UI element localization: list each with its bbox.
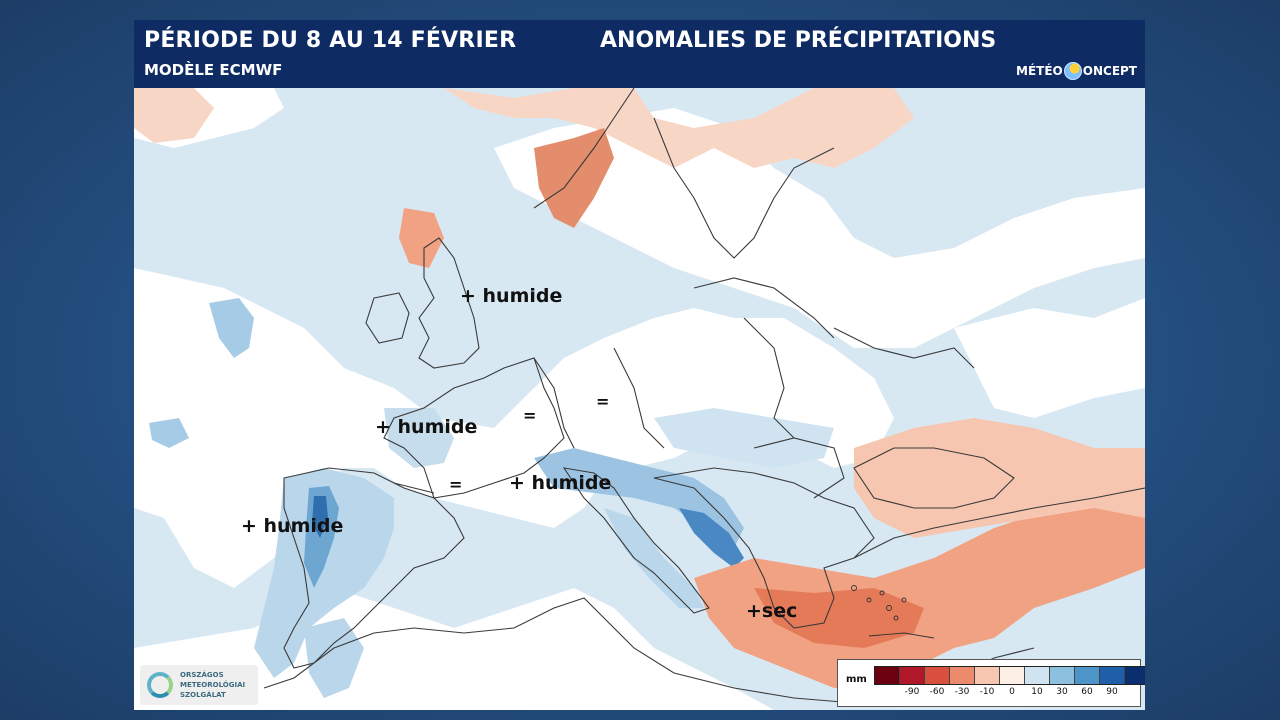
sun-icon	[1063, 62, 1082, 80]
coast-baltic	[693, 277, 835, 339]
map-canvas	[134, 88, 1145, 710]
border-ua-ru	[833, 327, 975, 369]
coast-iberia	[283, 467, 465, 669]
legend-tick-label: 0	[1009, 687, 1015, 697]
coast-balkans	[653, 467, 875, 629]
wet-iberia-strong	[312, 496, 328, 538]
neutral-zone-north	[494, 108, 1145, 348]
annotation-east-med-dry: +sec	[746, 600, 798, 622]
legend-swatch	[900, 667, 925, 684]
model-label: MODÈLE ECMWF	[144, 61, 283, 79]
map-frame: PÉRIODE DU 8 AU 14 FÉVRIER MODÈLE ECMWF …	[134, 20, 1145, 710]
coast-italy	[562, 467, 710, 614]
wet-alps	[534, 448, 744, 548]
legend-swatch	[975, 667, 1000, 684]
coast-ireland	[365, 292, 410, 344]
legend-swatch	[925, 667, 950, 684]
meteo-concept-logo: MÉTÉO ONCEPT	[1016, 61, 1137, 81]
annotation-iberia: + humide	[241, 515, 344, 537]
legend-colorbar	[874, 666, 1145, 685]
main-title: ANOMALIES DE PRÉCIPITATIONS	[600, 28, 997, 53]
wet-iberia-core	[304, 486, 339, 588]
omsz-line3: SZOLGÁLAT	[180, 691, 226, 699]
coast-france	[383, 357, 565, 499]
annotation-alps: + humide	[509, 472, 612, 494]
dry-east-med	[694, 508, 1145, 688]
legend-swatch	[1100, 667, 1125, 684]
dry-norway	[534, 128, 614, 228]
neutral-zone-east	[954, 298, 1145, 418]
wet-adriatic	[679, 508, 744, 568]
logo-text-left: MÉTÉO	[1016, 64, 1063, 78]
omsz-line1: ORSZÁGOS	[180, 671, 224, 679]
header-bar: PÉRIODE DU 8 AU 14 FÉVRIER MODÈLE ECMWF …	[134, 20, 1145, 88]
omsz-credit-logo: ORSZÁGOS METEOROLÓGIAI SZOLGÁLAT	[140, 665, 258, 705]
precipitation-anomaly-map: + humide + humide + humide + humide = = …	[134, 88, 1145, 710]
wet-atlantic-blob1	[209, 298, 254, 358]
dry-east-med-strong	[754, 588, 924, 648]
border-ro	[753, 437, 845, 499]
legend-tick-label: 60	[1081, 687, 1093, 697]
border-pl-ua	[743, 317, 795, 439]
legend-swatch	[1000, 667, 1025, 684]
border-de-pl	[613, 347, 665, 449]
legend-swatch	[1075, 667, 1100, 684]
border-fr-de	[533, 357, 575, 449]
legend-tick-label: 10	[1031, 687, 1043, 697]
dry-nw-top	[134, 88, 214, 143]
legend-tick-label: -60	[929, 687, 945, 697]
legend-unit: mm	[846, 674, 867, 685]
annotation-west-france: + humide	[375, 416, 478, 438]
omsz-swirl-icon	[147, 672, 173, 698]
wet-atlantic-blob2	[149, 418, 189, 448]
coast-turkey	[853, 487, 1145, 559]
wet-italy	[604, 508, 704, 608]
annotation-germany-normal: =	[596, 392, 610, 411]
aegean-islands	[851, 585, 935, 639]
legend-tick-label: 30	[1056, 687, 1068, 697]
omsz-line2: METEOROLÓGIAI	[180, 681, 246, 689]
annotation-uk: + humide	[460, 285, 563, 307]
legend-swatch	[1050, 667, 1075, 684]
legend-swatch	[1125, 667, 1145, 684]
dry-scotland	[399, 208, 444, 268]
annotation-belgium-normal: =	[523, 406, 537, 425]
wet-north-africa	[304, 618, 364, 698]
borders	[263, 88, 1145, 704]
legend-swatch	[875, 667, 900, 684]
border-es-fr	[393, 482, 435, 494]
legend-swatch	[950, 667, 975, 684]
coast-scandinavia	[533, 88, 835, 259]
coast-uk	[418, 237, 480, 369]
legend-tick-label: -10	[979, 687, 995, 697]
wet-balkans	[654, 408, 834, 468]
legend-tick-label: -30	[954, 687, 970, 697]
neutral-zone	[134, 88, 894, 588]
legend: mm -90 -60 -30 -10 0 10 30 60 90	[837, 659, 1145, 707]
dry-north	[444, 88, 914, 168]
logo-text-right: ONCEPT	[1082, 64, 1137, 78]
annotation-south-france-normal: =	[449, 475, 463, 494]
legend-tick-label: -90	[904, 687, 920, 697]
legend-swatch	[1025, 667, 1050, 684]
legend-ticks: -90 -60 -30 -10 0 10 30 60 90	[874, 687, 1136, 701]
coast-black-sea	[853, 447, 1015, 509]
legend-tick-label: 90	[1106, 687, 1118, 697]
wet-iberia	[254, 468, 394, 678]
period-title: PÉRIODE DU 8 AU 14 FÉVRIER	[144, 28, 517, 53]
wet-west-france	[384, 408, 454, 468]
